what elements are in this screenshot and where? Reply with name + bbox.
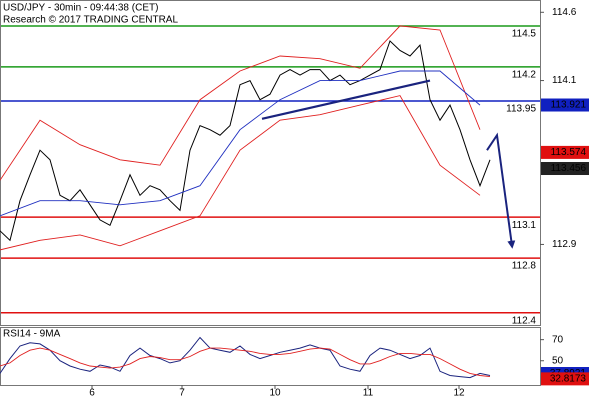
level-label: 113.95	[506, 104, 536, 115]
x-tick-label: 11	[363, 388, 374, 399]
series-line	[0, 25, 481, 181]
rsi-panel	[0, 327, 541, 386]
y-tick-label: 114.1	[552, 75, 577, 86]
level-label: 114.5	[512, 29, 537, 40]
price-marker	[541, 372, 589, 386]
x-tick-label: 6	[89, 388, 95, 399]
plot-layer: 112.9 114.1 114.6 114.5 114.2 113.95 113.1 112.…	[0, 7, 589, 399]
price-marker-label: 113.574	[551, 147, 587, 158]
forecast-arrow	[486, 132, 516, 249]
rsi-title: RSI14 - 9MA	[3, 329, 61, 340]
price-marker	[541, 162, 589, 176]
chart-subtitle: Research © 2017 TRADING CENTRAL	[3, 15, 178, 26]
series-line	[0, 95, 481, 251]
price-marker-label: 113.921	[551, 100, 587, 111]
level-label: 112.4	[512, 315, 537, 326]
y-tick-label: 112.9	[552, 239, 577, 250]
price-panel	[0, 0, 541, 326]
y-tick-label: 70	[552, 334, 564, 345]
price-marker-label: 32.8173	[550, 374, 587, 385]
series-line	[0, 70, 481, 217]
x-tick-label: 12	[453, 388, 465, 399]
price-marker	[541, 98, 589, 112]
level-label: 114.2	[512, 70, 537, 81]
level-label: 112.8	[512, 261, 537, 272]
price-marker	[541, 145, 589, 159]
chart-title: USD/JPY - 30min - 09:44:38 (CET)	[3, 3, 158, 14]
trendline	[261, 79, 431, 120]
series-line	[0, 347, 491, 378]
x-tick-label: 10	[269, 388, 281, 399]
y-tick-label: 50	[552, 355, 564, 366]
x-tick-label: 7	[179, 388, 185, 399]
level-label: 113.1	[512, 220, 537, 231]
series-line	[0, 40, 491, 242]
price-marker-label: 113.456	[551, 163, 587, 174]
series-line	[0, 336, 491, 379]
y-tick-label: 114.6	[552, 7, 577, 18]
